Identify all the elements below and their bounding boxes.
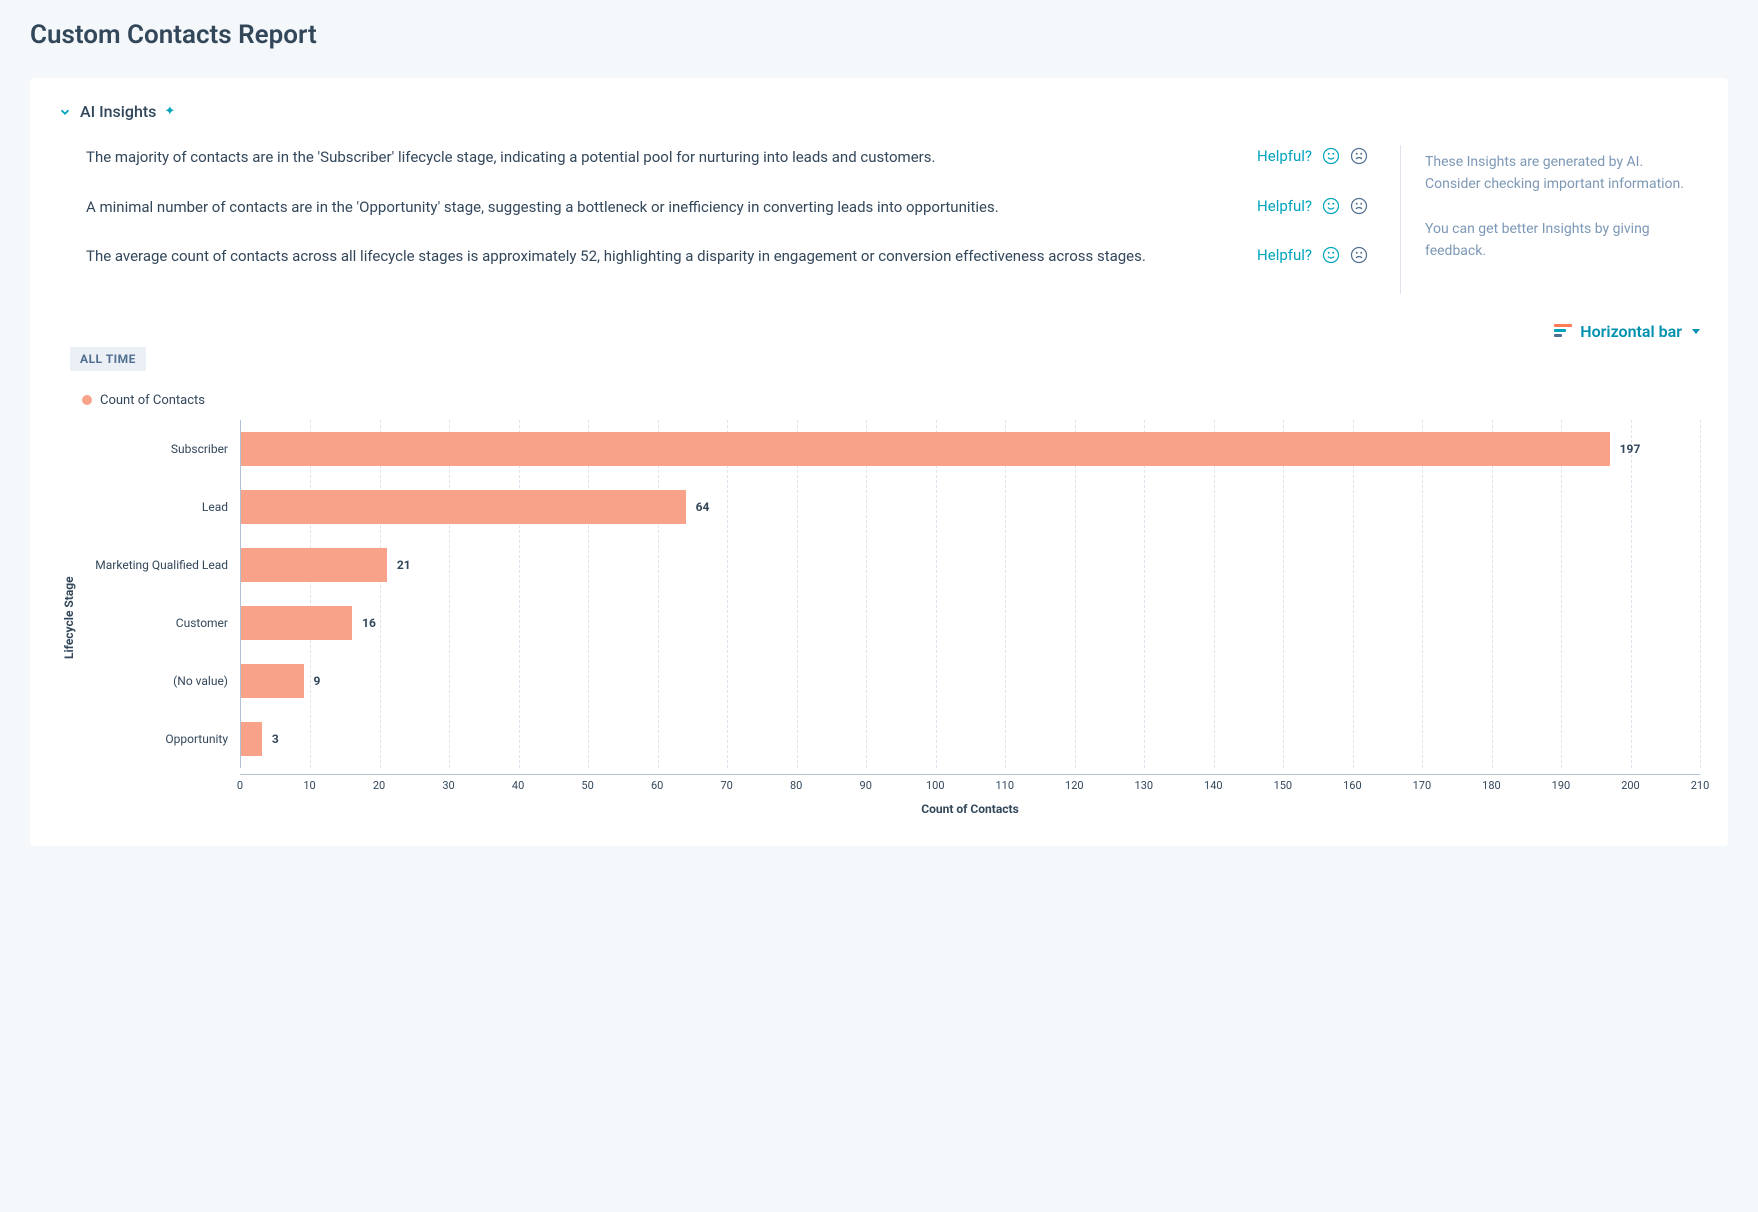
report-card: AI Insights ✦ The majority of contacts a… [30, 78, 1728, 846]
x-tick-label: 60 [651, 779, 663, 792]
chart-type-label: Horizontal bar [1580, 322, 1682, 341]
y-axis-labels: SubscriberLeadMarketing Qualified LeadCu… [80, 420, 240, 768]
helpful-label: Helpful? [1257, 197, 1312, 215]
feedback-group: Helpful? [1257, 195, 1368, 215]
insights-title: AI Insights [80, 102, 156, 121]
y-tick-label: Lead [80, 478, 240, 536]
legend-dot-icon [82, 395, 92, 405]
bar[interactable] [241, 432, 1610, 466]
x-tick-label: 110 [995, 779, 1014, 792]
x-tick-label: 70 [720, 779, 732, 792]
y-tick-label: Opportunity [80, 710, 240, 768]
bar-value: 197 [1620, 442, 1641, 456]
x-tick-label: 210 [1691, 779, 1710, 792]
x-tick-label: 80 [790, 779, 802, 792]
bar[interactable] [241, 722, 262, 756]
x-axis-title: Count of Contacts [240, 802, 1700, 816]
y-tick-label: Marketing Qualified Lead [80, 536, 240, 594]
x-tick-label: 20 [373, 779, 385, 792]
chart-type-dropdown[interactable]: Horizontal bar [1554, 322, 1700, 341]
bar-row: 197 [241, 420, 1700, 478]
feedback-group: Helpful? [1257, 244, 1368, 264]
insight-item: The average count of contacts across all… [86, 244, 1368, 270]
chart: Lifecycle Stage SubscriberLeadMarketing … [58, 420, 1700, 816]
bar-value: 3 [272, 732, 279, 746]
page-title: Custom Contacts Report [30, 20, 1728, 50]
bar-value: 16 [362, 616, 376, 630]
bar[interactable] [241, 548, 387, 582]
y-tick-label: Subscriber [80, 420, 240, 478]
legend-label: Count of Contacts [100, 393, 205, 408]
frown-icon[interactable] [1350, 197, 1368, 215]
smile-icon[interactable] [1322, 246, 1340, 264]
insights-disclaimer: These Insights are generated by AI. Cons… [1400, 145, 1700, 294]
disclaimer-text: You can get better Insights by giving fe… [1425, 218, 1700, 263]
insight-text: A minimal number of contacts are in the … [86, 195, 1241, 221]
bar[interactable] [241, 664, 304, 698]
time-range-pill: ALL TIME [70, 347, 146, 371]
smile-icon[interactable] [1322, 197, 1340, 215]
x-tick-label: 120 [1065, 779, 1084, 792]
x-tick-label: 200 [1621, 779, 1640, 792]
x-tick-label: 160 [1343, 779, 1362, 792]
caret-down-icon [1692, 329, 1700, 334]
plot-area: 197 64 21 16 9 3 [240, 420, 1700, 768]
insights-list: The majority of contacts are in the 'Sub… [58, 145, 1376, 294]
y-tick-label: Customer [80, 594, 240, 652]
feedback-group: Helpful? [1257, 145, 1368, 165]
horizontal-bar-icon [1554, 324, 1572, 338]
chart-toolbar: Horizontal bar [58, 322, 1700, 341]
x-tick-label: 130 [1135, 779, 1154, 792]
bars: 197 64 21 16 9 3 [241, 420, 1700, 768]
x-tick-label: 150 [1274, 779, 1293, 792]
x-axis-ticks: 0 10 20 30 40 50 60 70 80 90 100 110 120 130 140 150 160… [240, 774, 1700, 792]
bar[interactable] [241, 490, 686, 524]
helpful-label: Helpful? [1257, 246, 1312, 264]
sparkle-icon: ✦ [164, 104, 175, 119]
x-tick-label: 180 [1482, 779, 1501, 792]
frown-icon[interactable] [1350, 246, 1368, 264]
bar-row: 9 [241, 652, 1700, 710]
disclaimer-text: These Insights are generated by AI. Cons… [1425, 151, 1700, 196]
chevron-down-icon [58, 105, 72, 119]
x-tick-label: 170 [1413, 779, 1432, 792]
bar-row: 16 [241, 594, 1700, 652]
x-tick-label: 40 [512, 779, 524, 792]
insight-text: The majority of contacts are in the 'Sub… [86, 145, 1241, 171]
helpful-label: Helpful? [1257, 147, 1312, 165]
smile-icon[interactable] [1322, 147, 1340, 165]
insights-row: The majority of contacts are in the 'Sub… [58, 145, 1700, 294]
bar-row: 21 [241, 536, 1700, 594]
x-tick-label: 10 [303, 779, 315, 792]
insights-toggle[interactable]: AI Insights ✦ [58, 102, 1700, 121]
x-tick-label: 100 [926, 779, 945, 792]
y-axis-title: Lifecycle Stage [58, 420, 80, 816]
x-tick-label: 30 [442, 779, 454, 792]
x-tick-label: 90 [860, 779, 872, 792]
bar-value: 9 [314, 674, 321, 688]
chart-legend: Count of Contacts [82, 393, 1700, 408]
insight-item: The majority of contacts are in the 'Sub… [86, 145, 1368, 171]
insight-text: The average count of contacts across all… [86, 244, 1241, 270]
frown-icon[interactable] [1350, 147, 1368, 165]
insight-item: A minimal number of contacts are in the … [86, 195, 1368, 221]
x-tick-label: 190 [1552, 779, 1571, 792]
bar-value: 64 [696, 500, 710, 514]
bar-row: 64 [241, 478, 1700, 536]
bar-row: 3 [241, 710, 1700, 768]
x-tick-label: 0 [237, 779, 243, 792]
bar-value: 21 [397, 558, 411, 572]
x-tick-label: 50 [581, 779, 593, 792]
y-tick-label: (No value) [80, 652, 240, 710]
x-tick-label: 140 [1204, 779, 1223, 792]
bar[interactable] [241, 606, 352, 640]
